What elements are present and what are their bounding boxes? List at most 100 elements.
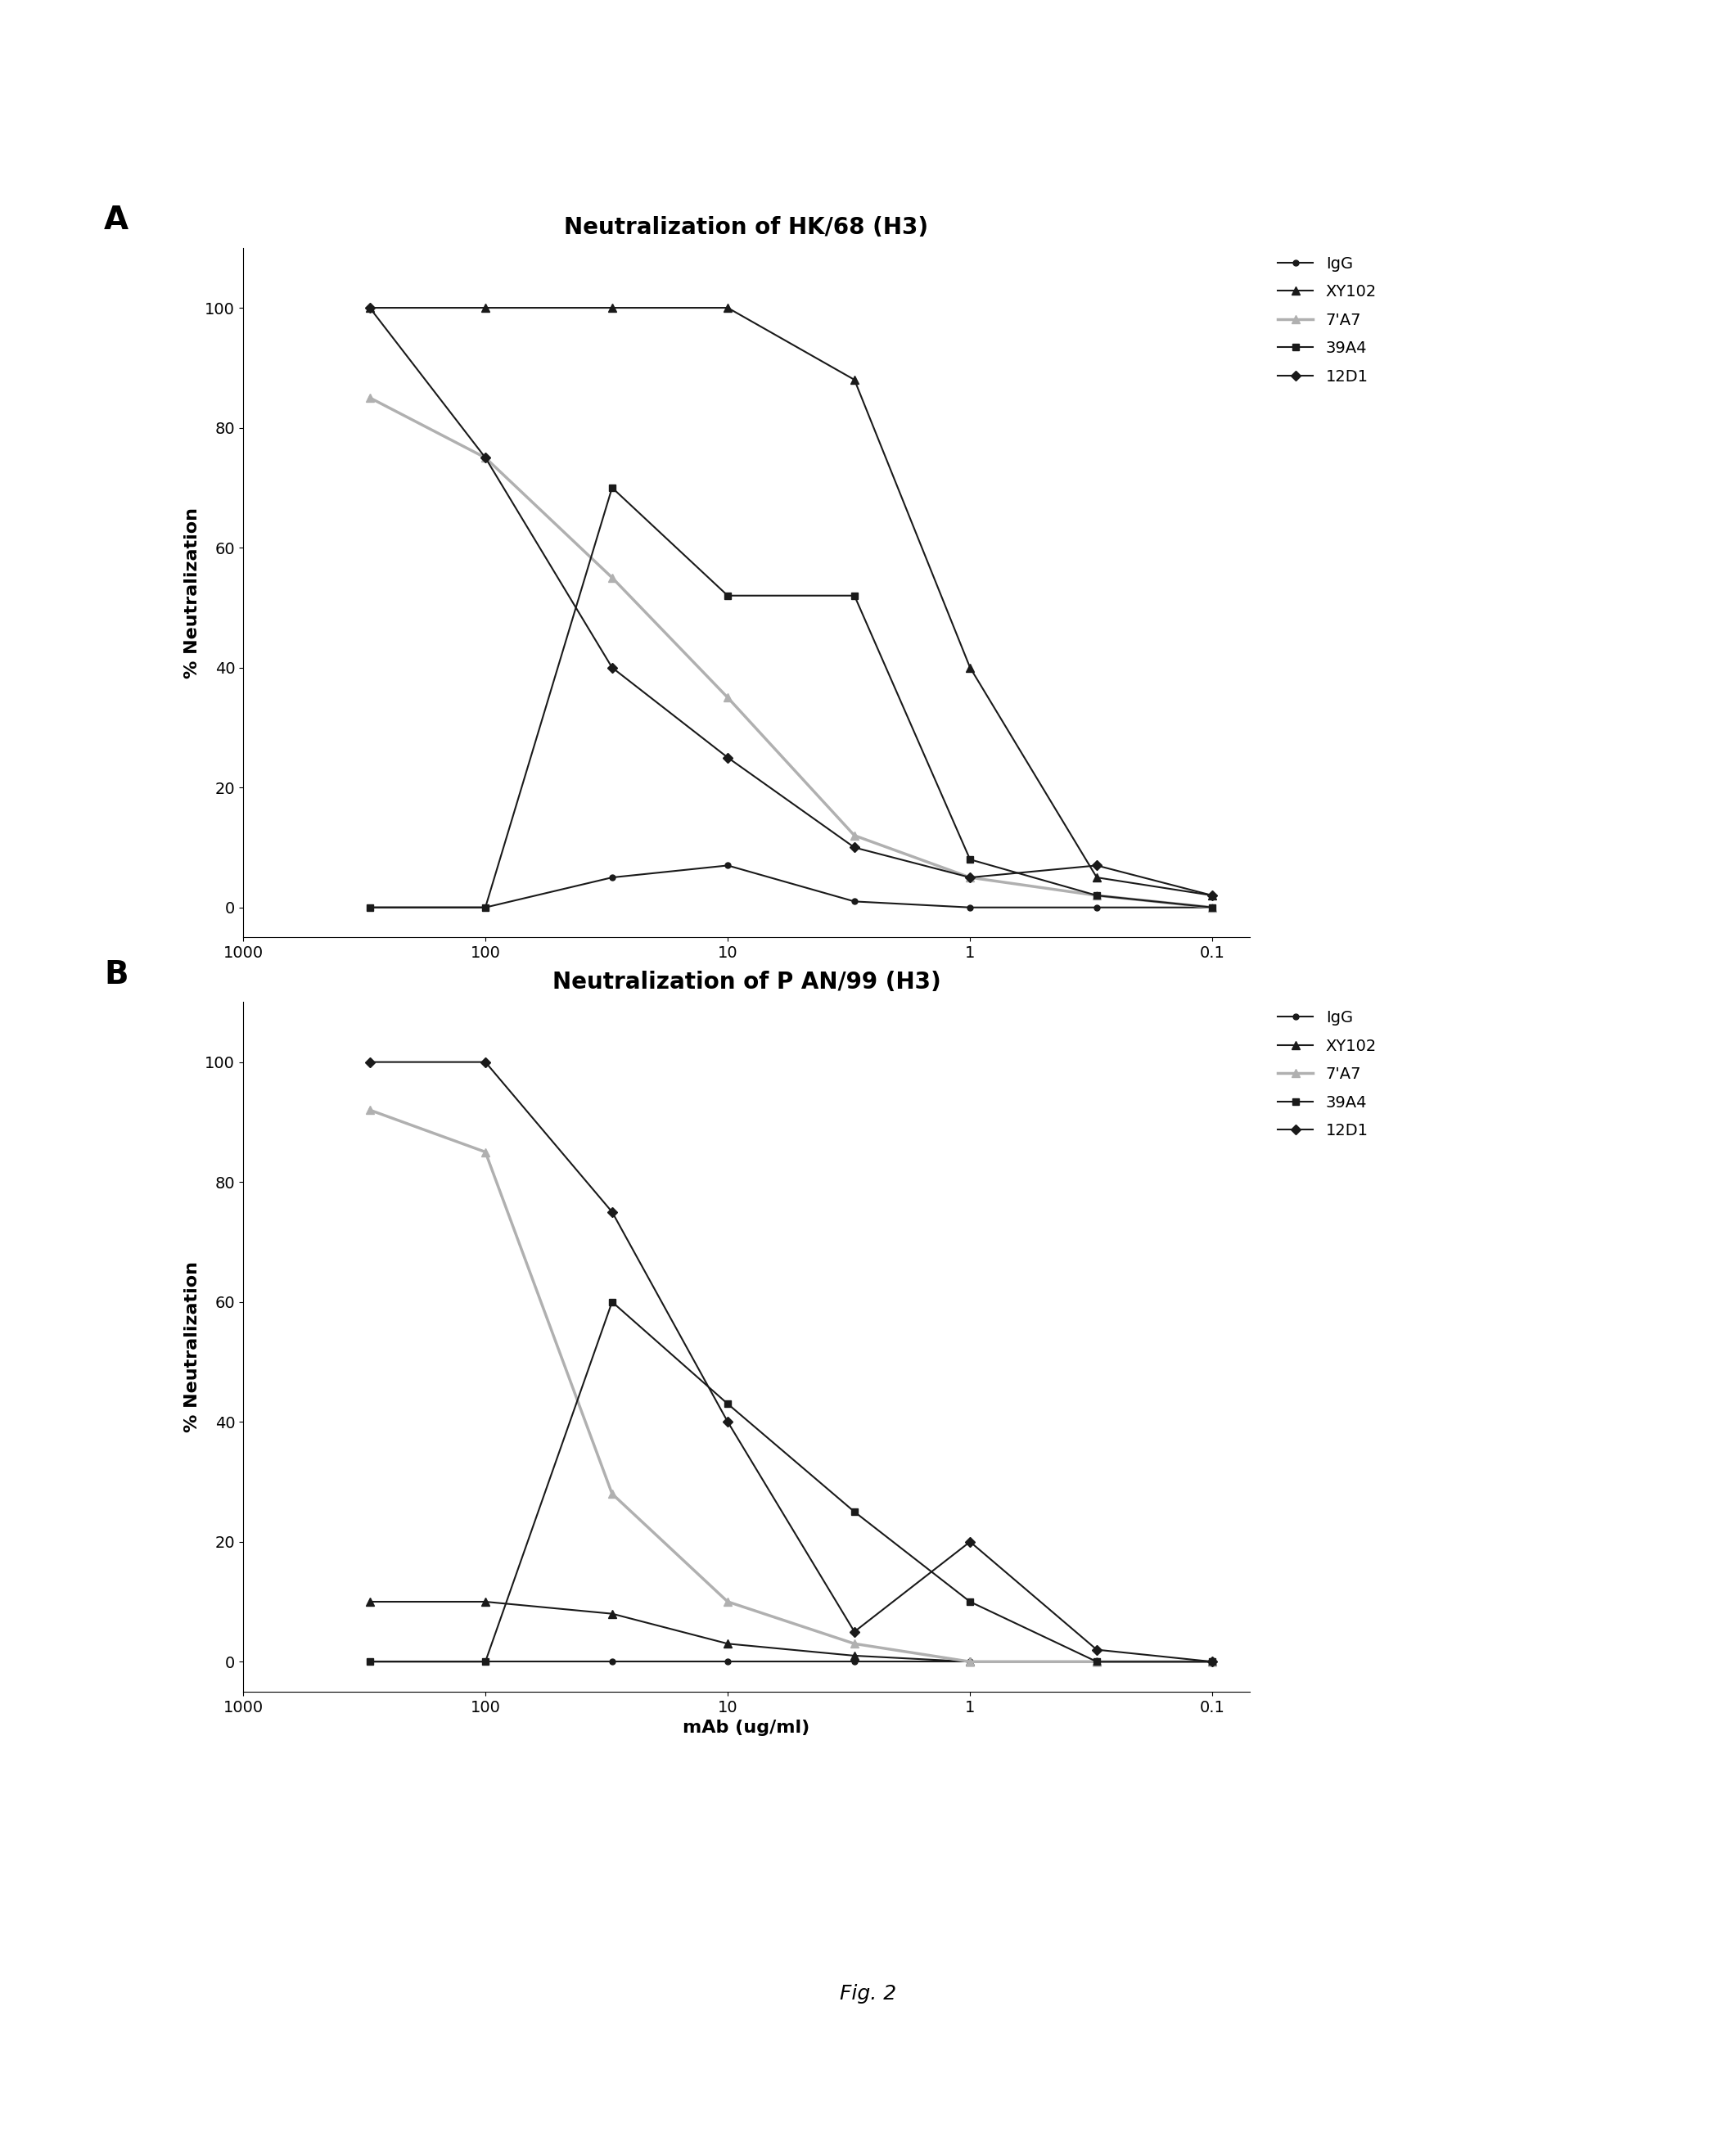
7'A7 — [717, 1588, 738, 1614]
12D1 — [602, 1198, 623, 1224]
7'A7 — [1087, 884, 1108, 909]
Line: 39A4: 39A4 — [366, 1299, 1215, 1666]
Title: Neutralization of HK/68 (H3): Neutralization of HK/68 (H3) — [564, 216, 929, 239]
39A4 — [1087, 1649, 1108, 1674]
Line: 39A4: 39A4 — [366, 485, 1215, 912]
IgG — [602, 1649, 623, 1674]
XY102 — [960, 655, 981, 681]
39A4 — [960, 847, 981, 873]
Title: Neutralization of P AN/99 (H3): Neutralization of P AN/99 (H3) — [552, 970, 941, 993]
7'A7 — [1201, 894, 1222, 920]
Line: XY102: XY102 — [366, 304, 1217, 899]
12D1 — [717, 746, 738, 771]
39A4 — [602, 1289, 623, 1315]
IgG — [960, 1649, 981, 1674]
12D1 — [1087, 1638, 1108, 1664]
XY102 — [717, 1631, 738, 1657]
12D1 — [1201, 1649, 1222, 1674]
Line: 7'A7: 7'A7 — [366, 1106, 1217, 1666]
Text: A: A — [104, 205, 128, 235]
IgG — [717, 1649, 738, 1674]
Text: B: B — [104, 959, 128, 989]
12D1 — [960, 1528, 981, 1554]
X-axis label: mAb (ug/ml): mAb (ug/ml) — [682, 1720, 811, 1737]
Y-axis label: % Neutralization: % Neutralization — [184, 1261, 200, 1433]
XY102 — [1087, 864, 1108, 890]
IgG — [1087, 1649, 1108, 1674]
12D1 — [476, 444, 496, 470]
Legend: IgG, XY102, 7'A7, 39A4, 12D1: IgG, XY102, 7'A7, 39A4, 12D1 — [1278, 1011, 1377, 1138]
IgG — [476, 894, 496, 920]
7'A7 — [359, 1097, 380, 1123]
XY102 — [359, 295, 380, 321]
IgG — [476, 1649, 496, 1674]
XY102 — [717, 295, 738, 321]
Legend: IgG, XY102, 7'A7, 39A4, 12D1: IgG, XY102, 7'A7, 39A4, 12D1 — [1278, 256, 1377, 384]
XY102 — [359, 1588, 380, 1614]
39A4 — [844, 582, 865, 608]
39A4 — [476, 894, 496, 920]
XY102 — [602, 295, 623, 321]
39A4 — [476, 1649, 496, 1674]
IgG — [602, 864, 623, 890]
7'A7 — [960, 1649, 981, 1674]
XY102 — [1087, 1649, 1108, 1674]
12D1 — [717, 1409, 738, 1435]
39A4 — [717, 582, 738, 608]
7'A7 — [717, 685, 738, 711]
XY102 — [1201, 884, 1222, 909]
12D1 — [476, 1049, 496, 1075]
39A4 — [1087, 884, 1108, 909]
IgG — [1201, 1649, 1222, 1674]
IgG — [717, 853, 738, 879]
Line: 7'A7: 7'A7 — [366, 394, 1217, 912]
7'A7 — [476, 1140, 496, 1166]
IgG — [1201, 894, 1222, 920]
39A4 — [602, 474, 623, 500]
7'A7 — [602, 565, 623, 590]
Line: 12D1: 12D1 — [366, 304, 1215, 899]
Line: XY102: XY102 — [366, 1597, 1217, 1666]
7'A7 — [476, 444, 496, 470]
XY102 — [476, 295, 496, 321]
Line: IgG: IgG — [366, 862, 1215, 909]
12D1 — [359, 1049, 380, 1075]
12D1 — [1201, 884, 1222, 909]
39A4 — [1201, 894, 1222, 920]
IgG — [960, 894, 981, 920]
Y-axis label: % Neutralization: % Neutralization — [184, 506, 200, 679]
Line: 12D1: 12D1 — [366, 1058, 1215, 1666]
Line: IgG: IgG — [366, 1659, 1215, 1664]
12D1 — [359, 295, 380, 321]
IgG — [359, 1649, 380, 1674]
12D1 — [960, 864, 981, 890]
12D1 — [844, 834, 865, 860]
Text: Fig. 2: Fig. 2 — [840, 1985, 896, 2004]
7'A7 — [960, 864, 981, 890]
XY102 — [844, 1642, 865, 1668]
7'A7 — [1201, 1649, 1222, 1674]
39A4 — [717, 1390, 738, 1416]
XY102 — [1201, 1649, 1222, 1674]
39A4 — [359, 894, 380, 920]
39A4 — [1201, 1649, 1222, 1674]
XY102 — [602, 1601, 623, 1627]
XY102 — [844, 366, 865, 392]
39A4 — [359, 1649, 380, 1674]
7'A7 — [1087, 1649, 1108, 1674]
39A4 — [844, 1500, 865, 1526]
XY102 — [960, 1649, 981, 1674]
12D1 — [1087, 853, 1108, 879]
7'A7 — [844, 823, 865, 849]
7'A7 — [844, 1631, 865, 1657]
7'A7 — [602, 1480, 623, 1506]
XY102 — [476, 1588, 496, 1614]
IgG — [359, 894, 380, 920]
39A4 — [960, 1588, 981, 1614]
12D1 — [844, 1618, 865, 1644]
7'A7 — [359, 386, 380, 412]
IgG — [1087, 894, 1108, 920]
IgG — [844, 888, 865, 914]
12D1 — [602, 655, 623, 681]
IgG — [844, 1649, 865, 1674]
